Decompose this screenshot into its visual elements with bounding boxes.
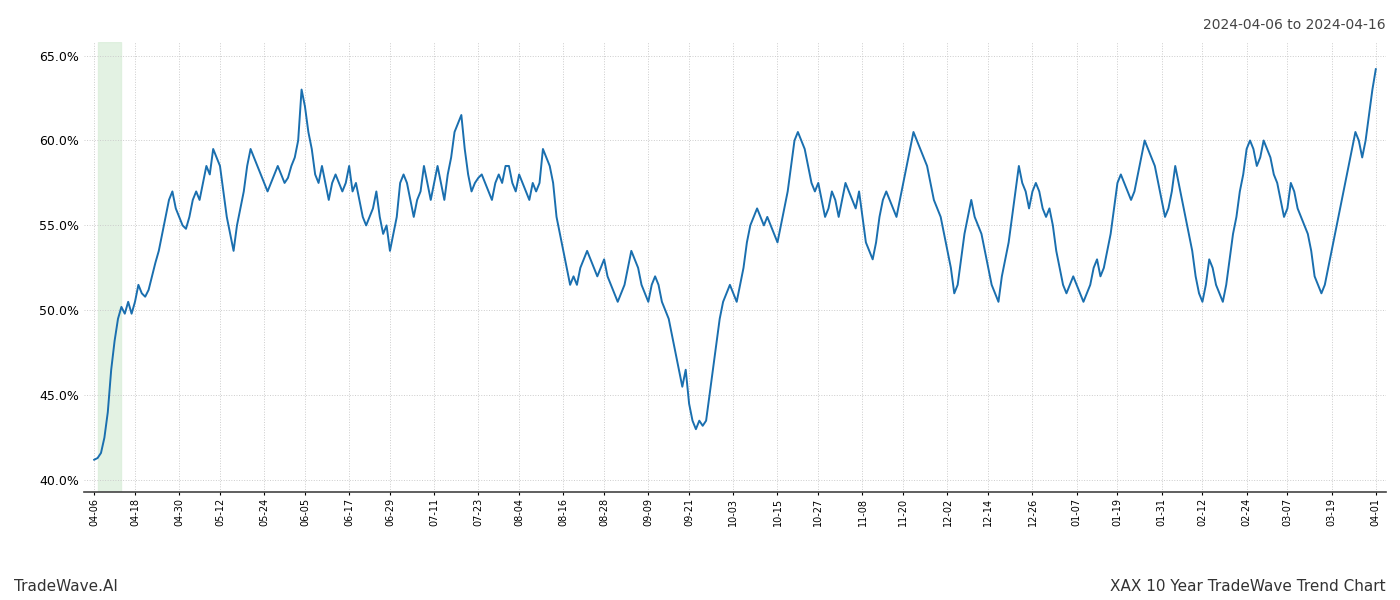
Text: XAX 10 Year TradeWave Trend Chart: XAX 10 Year TradeWave Trend Chart — [1110, 579, 1386, 594]
Text: TradeWave.AI: TradeWave.AI — [14, 579, 118, 594]
Bar — [98, 42, 122, 492]
Text: 2024-04-06 to 2024-04-16: 2024-04-06 to 2024-04-16 — [1204, 18, 1386, 32]
